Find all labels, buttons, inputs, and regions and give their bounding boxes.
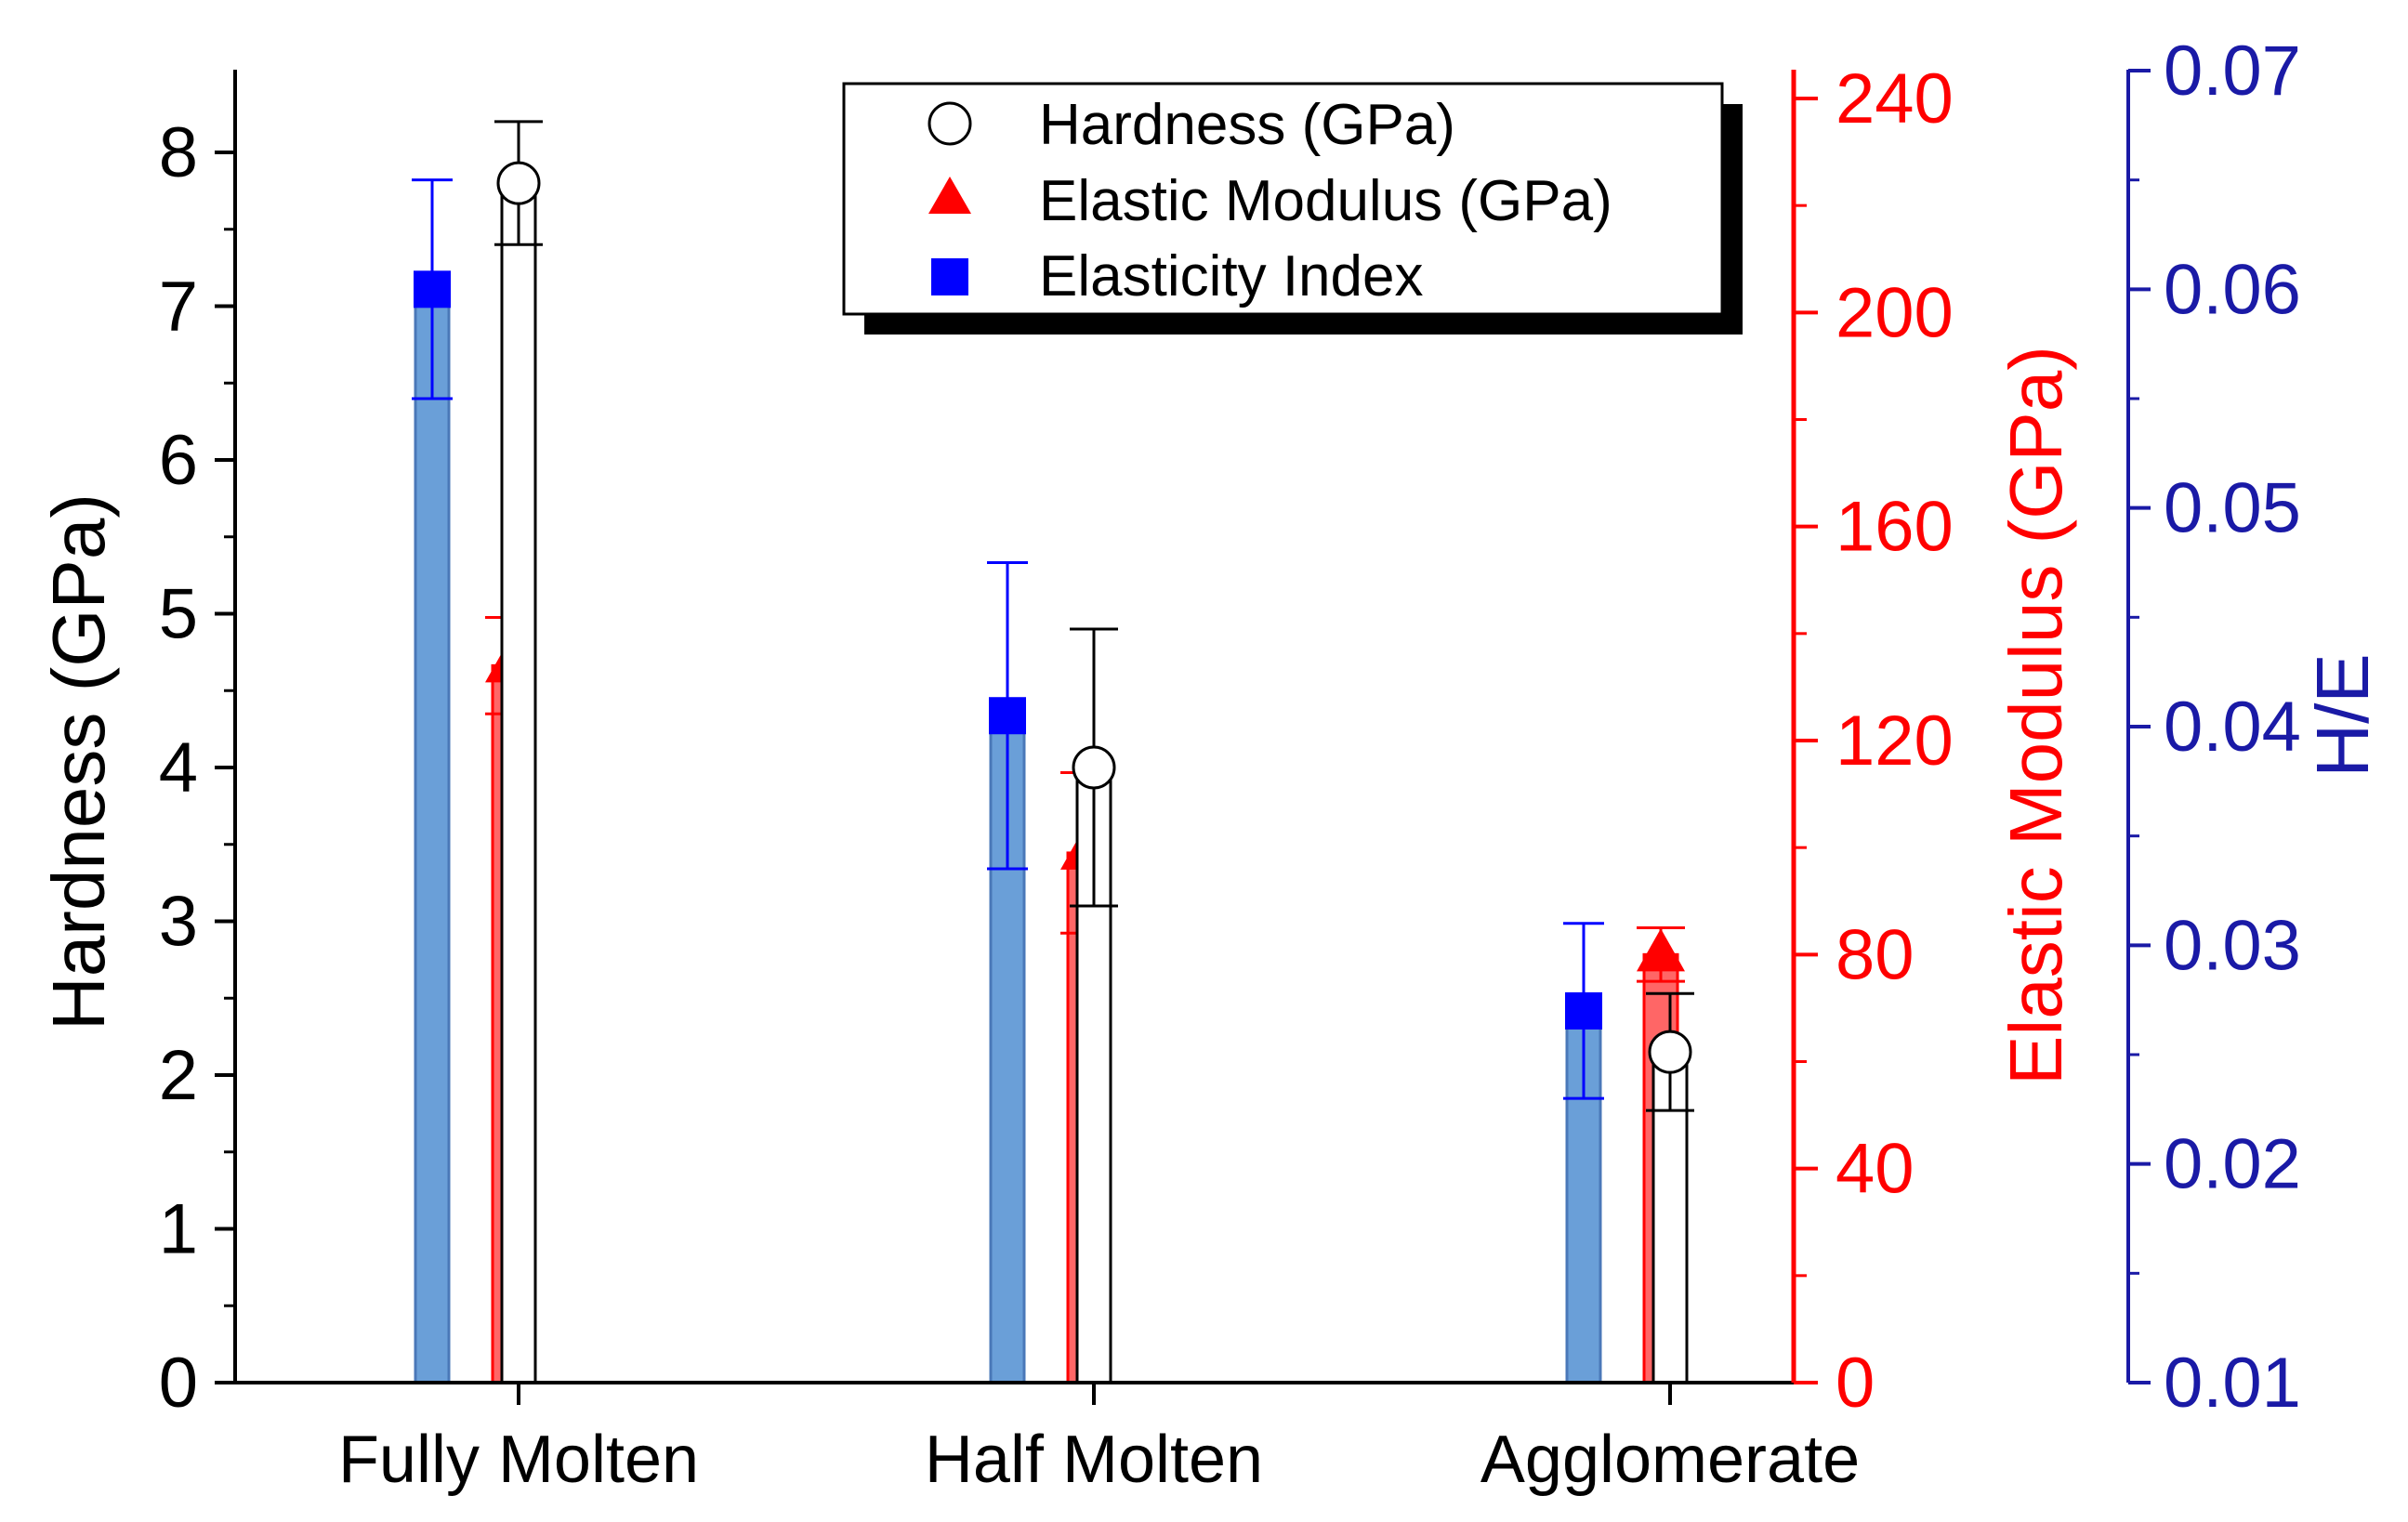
left-axis-tick-label: 0 (159, 1344, 198, 1423)
legend: Hardness (GPa) Elastic Modulus (GPa) Ela… (842, 82, 1743, 335)
left-axis-title: Hardness (GPa) (37, 493, 120, 1030)
right-axis-h-over-e-tick-label: 0.04 (2164, 688, 2301, 767)
elasticity-index-bar (414, 287, 451, 1384)
left-axis-tick-label: 8 (159, 113, 198, 192)
elasticity-index-marker (414, 270, 451, 308)
right-axis-h-over-e-tick-label: 0.05 (2164, 469, 2301, 548)
legend-marker-elastic-modulus (928, 177, 971, 214)
hardness-gpa-marker (1072, 745, 1116, 790)
left-axis-tick-label: 3 (159, 883, 198, 962)
right-axis-elastic-modulus-tick-label: 200 (1836, 273, 1954, 352)
left-axis-tick-label: 1 (159, 1190, 198, 1269)
hardness-gpa-bar (500, 181, 537, 1384)
legend-label-hardness: Hardness (GPa) (1039, 93, 1455, 157)
x-axis-category-label: Half Molten (925, 1423, 1263, 1497)
legend-label-elasticity-index: Elasticity Index (1039, 244, 1424, 308)
right-axis-h-over-e-tick-label: 0.06 (2164, 250, 2301, 329)
x-axis-category-label: Fully Molten (338, 1423, 699, 1497)
legend-box (842, 82, 1724, 316)
elasticity-index-marker (989, 697, 1026, 735)
right-axis-title-elastic-modulus: Elastic Modulus (GPa) (1994, 346, 2077, 1085)
right-axis-elastic-modulus-tick-label: 40 (1836, 1130, 1915, 1209)
x-axis-category-label: Agglomerate (1480, 1423, 1860, 1497)
left-axis-tick-label: 4 (159, 728, 198, 807)
left-axis-tick-label: 7 (159, 268, 198, 347)
hardness-gpa-marker (496, 161, 541, 205)
left-axis-tick-label: 2 (159, 1036, 198, 1115)
right-axis-h-over-e-tick-label: 0.07 (2164, 32, 2301, 111)
legend-label-elastic-modulus: Elastic Modulus (GPa) (1039, 169, 1612, 233)
right-axis-h-over-e-tick-label: 0.01 (2164, 1344, 2301, 1423)
left-axis-tick-label: 6 (159, 421, 198, 500)
right-axis-title-h-over-e: H/E (2301, 653, 2384, 777)
right-axis-elastic-modulus-tick-label: 120 (1836, 702, 1954, 781)
chart-axes: 012345678040801201602002400.010.020.030.… (159, 32, 2301, 1497)
right-axis-h-over-e-tick-label: 0.02 (2164, 1125, 2301, 1204)
left-axis-tick-label: 5 (159, 575, 198, 654)
legend-marker-hardness (928, 101, 972, 146)
right-axis-elastic-modulus-tick-label: 160 (1836, 488, 1954, 567)
right-axis-elastic-modulus-tick-label: 240 (1836, 59, 1954, 138)
elasticity-index-marker (1565, 991, 1602, 1030)
elastic-modulus-gpa-marker (1637, 928, 1685, 972)
legend-marker-elasticity-index (931, 258, 968, 295)
right-axis-elastic-modulus-tick-label: 80 (1836, 915, 1915, 994)
right-axis-elastic-modulus-tick-label: 0 (1836, 1344, 1875, 1423)
hardness-gpa-marker (1648, 1030, 1692, 1074)
right-axis-h-over-e-tick-label: 0.03 (2164, 906, 2301, 985)
